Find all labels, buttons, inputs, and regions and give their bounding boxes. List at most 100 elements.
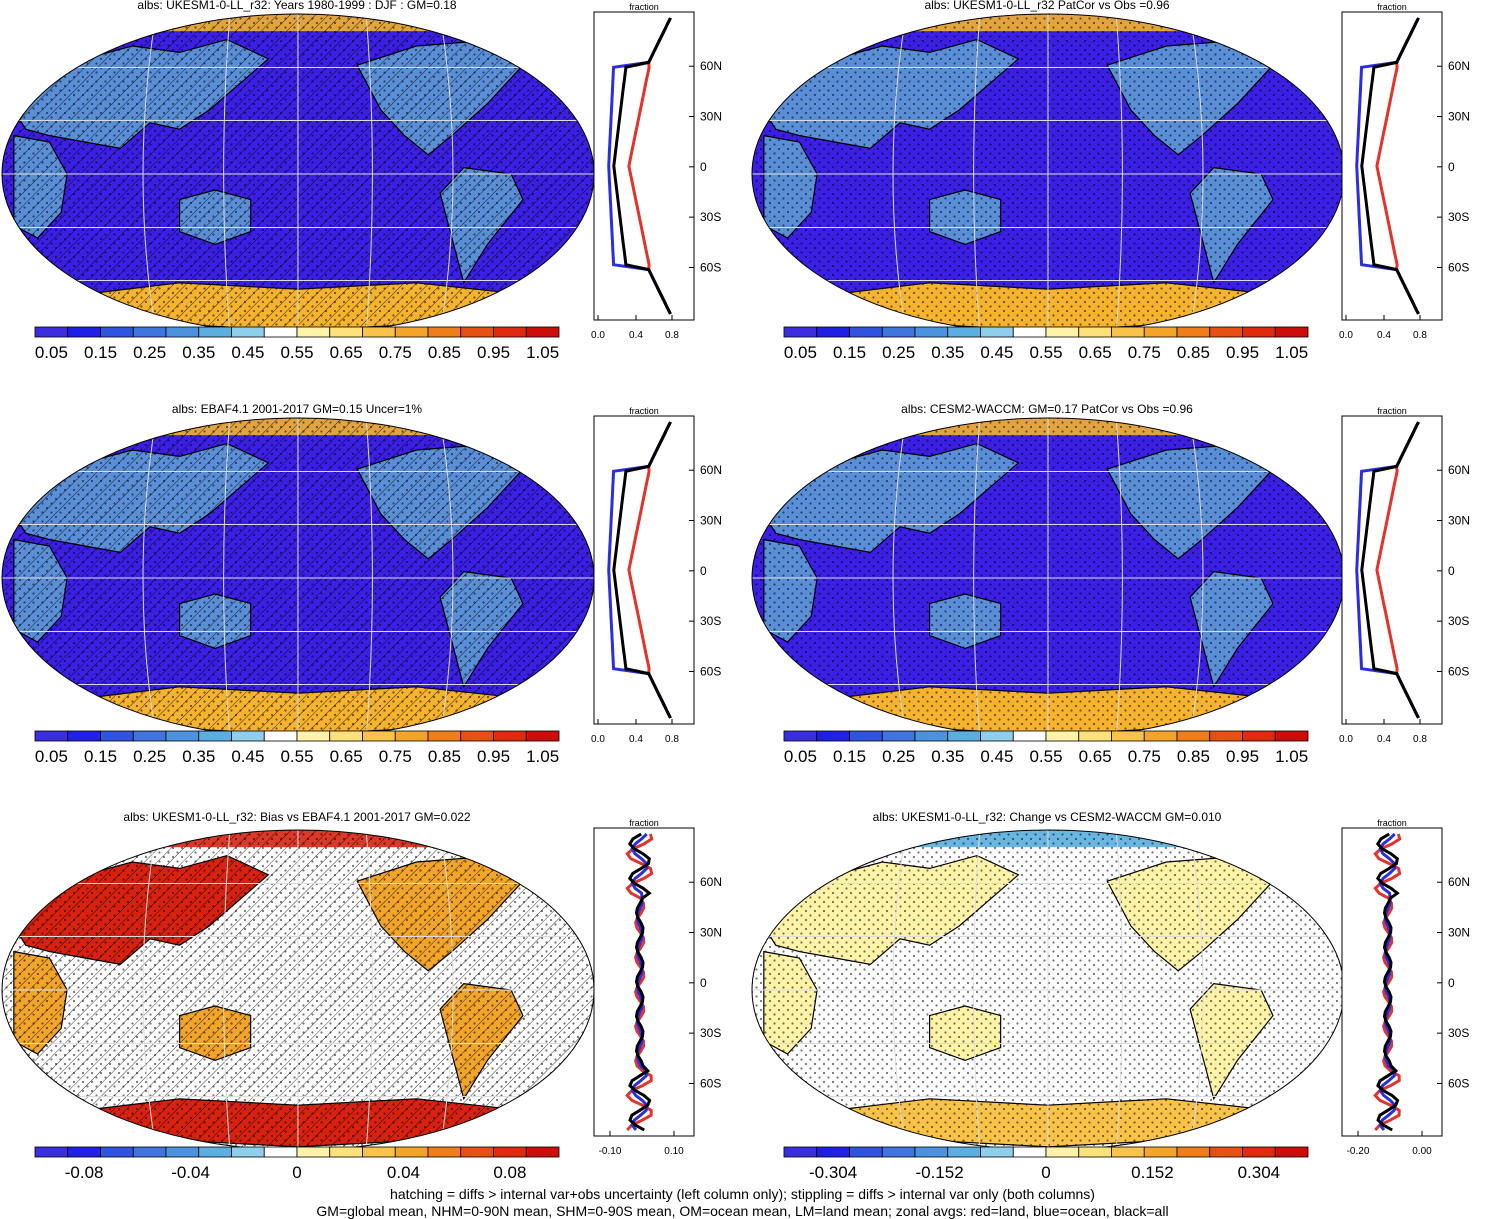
colorbar: 0.05 0.15 0.25 0.35 0.45 0.55 0.65 0.75 0.85 0.95… xyxy=(783,326,1309,362)
latitude-tick-label: 60N xyxy=(1448,463,1470,477)
colorbar-swatch xyxy=(914,326,949,338)
colorbar-tick-label: 0.75 xyxy=(1128,343,1161,362)
zonal-xtick-label: -0.20 xyxy=(1347,1146,1370,1157)
latitude-tick-label: 0 xyxy=(1448,564,1455,578)
zonal-xtick-label: 0.0 xyxy=(1339,734,1353,745)
zonal-average-plot: 60N 30N 0 30S 60S fraction -0.20 0.00 xyxy=(1341,818,1470,1157)
colorbar-tick-label: 1.05 xyxy=(1275,747,1308,766)
colorbar-tick-label: 0.65 xyxy=(330,747,363,766)
colorbar-tick-label: 0.95 xyxy=(477,747,510,766)
colorbar-tick-label: 0.75 xyxy=(379,343,412,362)
colorbar-swatch xyxy=(914,1146,949,1158)
ocean-profile-line xyxy=(607,17,672,315)
colorbar-swatch xyxy=(263,730,298,742)
colorbar-swatch xyxy=(329,1146,363,1158)
latitude-tick-label: 60N xyxy=(700,875,722,889)
colorbar-swatch xyxy=(1111,730,1145,742)
colorbar-swatch xyxy=(1274,326,1309,338)
latitude-tick-label: 60N xyxy=(1448,875,1470,889)
latitude-tick-label: 60N xyxy=(700,463,722,477)
colorbar-tick-label: 0.152 xyxy=(1131,1163,1174,1182)
zonal-average-plot: 60N 30N 0 30S 60S fraction 0.0 0.4 0.8 xyxy=(591,2,722,341)
colorbar-swatch xyxy=(67,730,101,742)
colorbar-swatch xyxy=(165,730,200,742)
zonal-average-plot: 60N 30N 0 30S 60S fraction 0.0 0.4 0.8 xyxy=(591,406,722,745)
colorbar-swatch xyxy=(1045,326,1080,338)
zonal-xtick-label: 0.00 xyxy=(1412,1146,1432,1157)
colorbar-tick-label: 0.05 xyxy=(784,343,817,362)
colorbar-swatch xyxy=(1143,1146,1178,1158)
colorbar-tick-label: 1.05 xyxy=(1275,343,1308,362)
zonal-xtick-label: 0.0 xyxy=(591,734,605,745)
colorbar-tick-label: 0.45 xyxy=(980,747,1013,766)
colorbar-swatch xyxy=(231,730,265,742)
colorbar-swatch xyxy=(816,326,850,338)
colorbar-swatch xyxy=(881,1146,916,1158)
colorbar-tick-label: -0.304 xyxy=(809,1163,857,1182)
map-projection xyxy=(751,829,1345,1151)
colorbar-swatch xyxy=(783,1146,818,1158)
footer-line-1: hatching = diffs > internal var+obs unce… xyxy=(390,1186,1095,1202)
latitude-tick-label: 30S xyxy=(700,614,721,628)
colorbar-swatch xyxy=(394,326,429,338)
colorbar-swatch xyxy=(1045,1146,1080,1158)
latitude-tick-label: 30N xyxy=(700,514,722,528)
colorbar-swatch xyxy=(1045,730,1080,742)
colorbar-tick-label: 0.35 xyxy=(931,747,964,766)
colorbar: 0.05 0.15 0.25 0.35 0.45 0.55 0.65 0.75 0.85 0.95… xyxy=(34,730,560,766)
map-title: albs: EBAF4.1 2001-2017 GM=0.15 Uncer=1% xyxy=(171,402,423,416)
colorbar-tick-label: 0.85 xyxy=(1177,343,1210,362)
all-profile-line xyxy=(1360,421,1420,719)
colorbar-swatch xyxy=(1176,326,1211,338)
latitude-tick-label: 60S xyxy=(700,260,721,274)
zonal-xtick-label: 0.8 xyxy=(1413,330,1427,341)
colorbar-tick-label: 0.15 xyxy=(833,747,866,766)
colorbar-swatch xyxy=(525,326,560,338)
colorbar-swatch xyxy=(165,326,200,338)
colorbar-tick-label: 0.35 xyxy=(931,343,964,362)
colorbar-tick-label: 0.55 xyxy=(280,343,313,362)
colorbar-swatch xyxy=(460,1146,494,1158)
latitude-tick-label: 0 xyxy=(700,160,707,174)
latitude-tick-label: 30S xyxy=(700,210,721,224)
colorbar-swatch xyxy=(296,730,331,742)
colorbar-swatch xyxy=(263,1146,298,1158)
colorbar-swatch xyxy=(1111,326,1145,338)
all-profile-line xyxy=(1360,17,1420,315)
colorbar-tick-label: 0.15 xyxy=(84,747,117,766)
colorbar-tick-label: 0.304 xyxy=(1238,1163,1281,1182)
colorbar-tick-label: 0.05 xyxy=(35,747,68,766)
latitude-tick-label: 0 xyxy=(1448,976,1455,990)
colorbar-swatch xyxy=(1111,1146,1145,1158)
colorbar-swatch xyxy=(427,1146,462,1158)
latitude-tick-label: 30S xyxy=(1448,614,1469,628)
colorbar-swatch xyxy=(67,326,101,338)
colorbar-swatch xyxy=(1078,326,1112,338)
colorbar-swatch xyxy=(525,730,560,742)
zonal-xtick-label: 0.4 xyxy=(629,734,643,745)
colorbar-swatch xyxy=(460,326,494,338)
colorbar-tick-label: 0.25 xyxy=(882,343,915,362)
zonal-xtick-label: 0.10 xyxy=(664,1146,684,1157)
colorbar-tick-label: 1.05 xyxy=(526,343,559,362)
colorbar-tick-label: 0.75 xyxy=(1128,747,1161,766)
zonal-xlabel: fraction xyxy=(629,406,659,416)
colorbar-tick-label: -0.152 xyxy=(915,1163,963,1182)
latitude-tick-label: 30S xyxy=(1448,210,1469,224)
colorbar-swatch xyxy=(1242,1146,1276,1158)
all-profile-line xyxy=(627,832,652,1132)
land-profile-line xyxy=(627,421,672,719)
colorbar-tick-label: 0.08 xyxy=(493,1163,526,1182)
colorbar-swatch xyxy=(67,1146,101,1158)
latitude-tick-label: 60S xyxy=(1448,664,1469,678)
map-title: albs: UKESM1-0-LL_r32 PatCor vs Obs =0.9… xyxy=(924,0,1170,12)
colorbar-swatch xyxy=(1176,730,1211,742)
latitude-tick-label: 60S xyxy=(700,664,721,678)
colorbar-swatch xyxy=(34,730,69,742)
colorbar-swatch xyxy=(1209,326,1243,338)
colorbar-swatch xyxy=(460,730,494,742)
colorbar-swatch xyxy=(947,1146,981,1158)
latitude-tick-label: 30S xyxy=(1448,1026,1469,1040)
land-profile-line xyxy=(627,17,672,315)
colorbar-swatch xyxy=(783,326,818,338)
